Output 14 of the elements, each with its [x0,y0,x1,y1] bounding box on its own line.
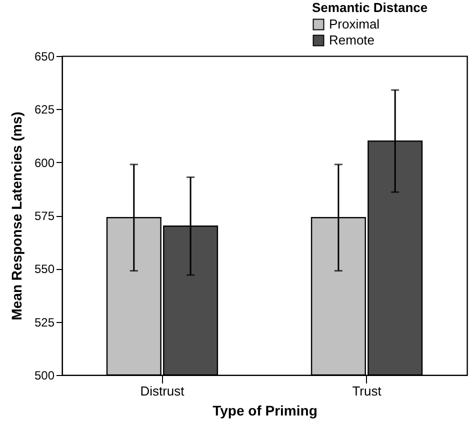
x-axis-title: Type of Priming [212,402,318,418]
legend-title: Semantic Distance [312,0,428,15]
y-tick-label: 575 [34,209,55,223]
y-tick-label: 500 [34,368,55,382]
y-tick-label: 525 [34,315,55,330]
y-tick-label: 550 [34,262,55,276]
y-tick-label: 600 [34,156,55,170]
y-axis-title: Mean Response Latencies (ms) [8,112,24,320]
y-tick-label: 650 [34,50,55,64]
legend-label: Proximal [329,16,380,32]
legend-label: Remote [329,32,375,48]
y-tick-label: 625 [34,102,55,117]
x-tick-label: Distrust [140,384,185,398]
x-tick-label: Trust [352,384,382,398]
